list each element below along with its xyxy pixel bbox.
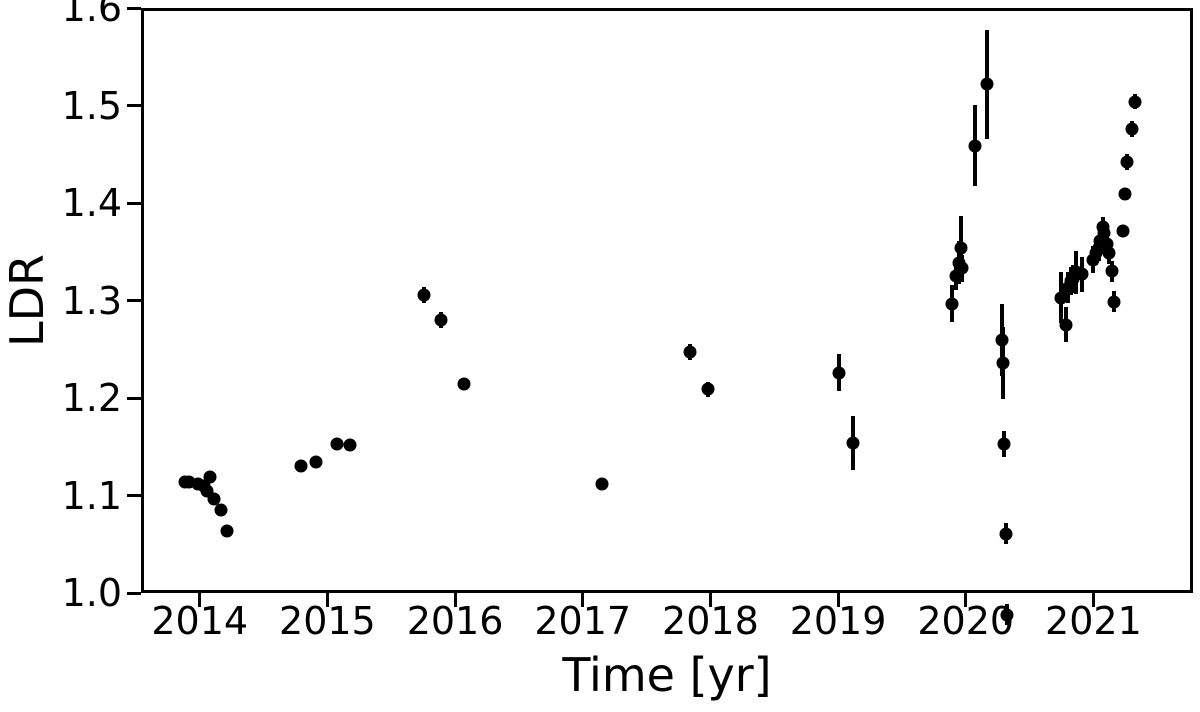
data-point: [1054, 291, 1068, 305]
data-point: [846, 436, 860, 450]
data-point: [294, 459, 308, 473]
x-tick-mark: [325, 593, 329, 607]
y-tick-mark: [127, 494, 141, 497]
data-point: [434, 313, 448, 327]
data-point: [457, 377, 471, 391]
y-tick-mark: [127, 396, 141, 400]
data-point: [1105, 264, 1119, 278]
x-tick-label: 2016: [406, 599, 504, 643]
data-point: [701, 382, 715, 396]
data-point: [417, 288, 431, 302]
y-tick-label: 1.3: [61, 278, 122, 323]
x-tick-mark: [836, 593, 840, 607]
y-tick-label: 1.5: [61, 83, 122, 128]
data-point: [343, 438, 357, 452]
x-tick-label: 2021: [1045, 599, 1142, 643]
x-tick-mark: [1091, 593, 1095, 607]
data-point: [995, 333, 1009, 347]
data-point: [220, 524, 234, 538]
x-tick-mark: [453, 593, 457, 607]
x-tick-label: 2020: [917, 599, 1015, 643]
data-point: [1128, 95, 1142, 109]
y-tick-mark: [127, 104, 141, 107]
y-tick-mark: [127, 591, 141, 595]
data-point: [595, 477, 609, 491]
data-point: [309, 455, 323, 469]
data-point: [1000, 608, 1014, 622]
x-tick-label: 2015: [279, 599, 376, 643]
data-point: [1125, 122, 1139, 136]
y-tick-mark: [127, 201, 141, 205]
data-point: [980, 77, 994, 91]
y-axis-label: LDR: [0, 254, 54, 348]
data-point: [1059, 318, 1073, 332]
y-tick-label: 1.0: [61, 571, 122, 615]
data-point: [954, 241, 968, 255]
data-point: [997, 437, 1011, 451]
data-point: [1107, 295, 1121, 309]
data-point: [1120, 155, 1134, 169]
y-tick-label: 1.4: [61, 181, 122, 225]
x-tick-mark: [581, 593, 585, 607]
data-point: [999, 527, 1013, 541]
y-tick-label: 1.1: [61, 473, 122, 518]
data-point: [968, 139, 982, 153]
data-point: [330, 437, 344, 451]
y-tick-mark: [127, 6, 141, 10]
data-point: [1102, 246, 1116, 260]
x-tick-mark: [964, 593, 968, 607]
data-point: [207, 492, 221, 505]
x-tick-mark: [708, 593, 712, 607]
data-point: [1075, 267, 1089, 281]
plot-area: [141, 8, 1193, 626]
data-point: [945, 297, 959, 310]
x-axis-label: Time [yr]: [562, 648, 772, 702]
y-tick-label: 1.2: [61, 376, 122, 420]
y-tick-label: 1.6: [61, 0, 122, 30]
data-point: [214, 503, 228, 517]
data-point: [1116, 224, 1130, 238]
x-tick-label: 2017: [534, 599, 632, 643]
data-point: [683, 345, 697, 359]
data-point: [203, 470, 217, 484]
x-tick-label: 2018: [662, 599, 759, 643]
data-point: [832, 366, 846, 380]
data-point: [1118, 187, 1131, 201]
y-tick-mark: [127, 299, 141, 302]
x-tick-label: 2019: [789, 599, 887, 643]
x-tick-label: 2014: [151, 599, 249, 643]
x-tick-mark: [198, 593, 202, 607]
